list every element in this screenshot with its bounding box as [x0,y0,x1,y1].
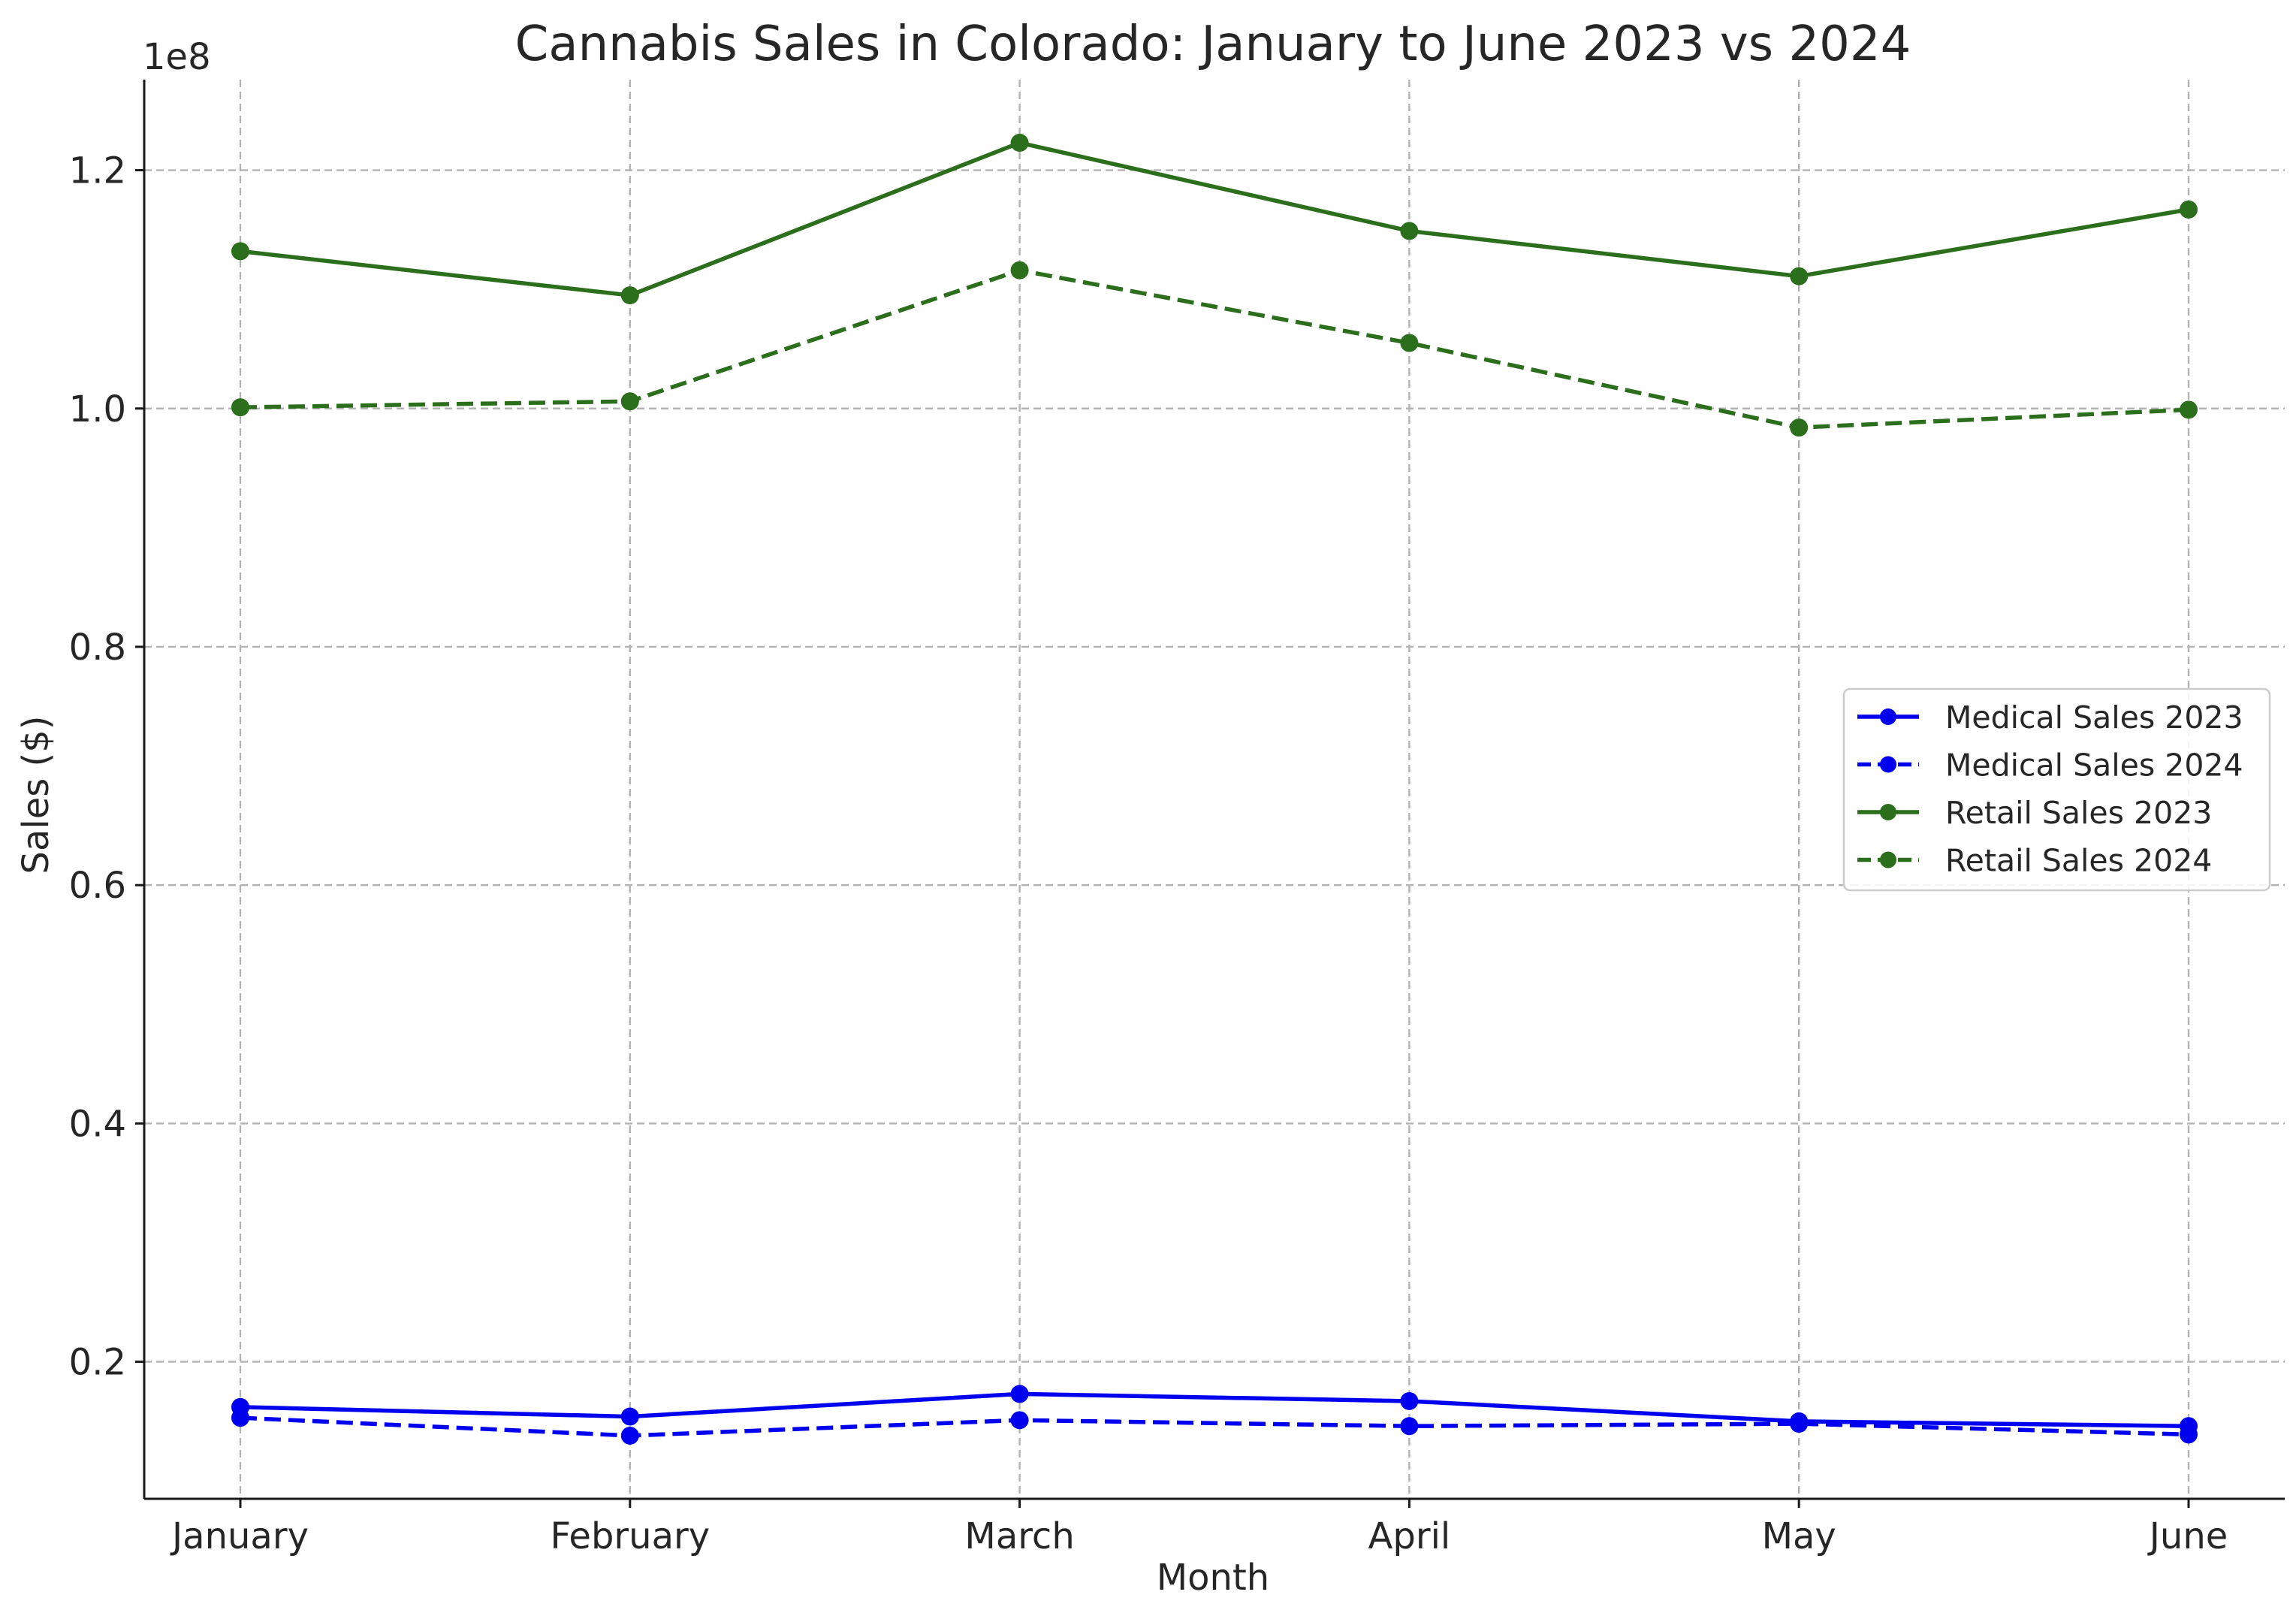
legend-item: Medical Sales 2024 [1857,748,2243,784]
legend-marker [1880,804,1896,820]
legend-label: Medical Sales 2023 [1945,699,2243,736]
data-point [1400,222,1419,240]
data-point [1400,334,1419,352]
legend-item: Retail Sales 2024 [1857,843,2212,879]
data-point [2180,400,2198,419]
data-point [620,286,639,305]
data-point [620,392,639,411]
legend-marker [1880,708,1896,725]
y-tick-label: 0.6 [69,865,126,907]
y-tick-label: 0.2 [69,1342,126,1384]
x-tick-label: February [550,1515,710,1557]
chart-title: Cannabis Sales in Colorado: January to J… [515,17,1911,72]
legend-box [1842,687,2271,892]
series-line [240,140,2189,298]
data-point [1790,1415,1809,1433]
data-point [1400,1417,1419,1436]
y-tick-label: 0.8 [69,627,126,669]
data-point [231,242,249,261]
data-point [1790,267,1809,285]
axes: January February March April May June 0.2 0.4 0.… [69,80,2285,1557]
legend-item: Medical Sales 2023 [1857,699,2243,736]
legend-marker [1880,851,1896,868]
x-tick-label: June [2147,1515,2228,1557]
y-tick-label: 1.2 [69,150,126,192]
legend-label: Medical Sales 2024 [1945,748,2243,784]
data-point [1010,1385,1029,1403]
y-axis-label: Sales ($) [15,715,57,874]
data-point [1010,134,1029,153]
legend-item: Retail Sales 2023 [1857,795,2212,831]
legend-marker [1880,756,1896,773]
data-point [231,1409,249,1427]
y-axis-offset-label: 1e8 [143,36,211,78]
x-axis-label: Month [1157,1557,1269,1599]
data-point [1010,261,1029,279]
legend: Medical Sales 2023 Medical Sales 2024 Reta… [1842,687,2271,892]
series-line [240,1391,2189,1429]
data-point [620,1426,639,1445]
series-3 [231,134,2198,305]
x-tick-label: May [1762,1515,1836,1557]
data-point [1400,1391,1419,1410]
data-point [620,1407,639,1426]
data-point [2180,1425,2198,1444]
series-2 [231,1409,2198,1445]
x-tick-label: March [964,1515,1074,1557]
series-line [240,1415,2189,1438]
x-tick-label: April [1368,1515,1451,1557]
legend-label: Retail Sales 2024 [1945,843,2212,879]
data-point [231,398,249,417]
x-tick-label: January [170,1515,309,1557]
data-point [1010,1411,1029,1430]
legend-label: Retail Sales 2023 [1945,795,2212,831]
series-line [240,268,2189,430]
labels: Cannabis Sales in Colorado: January to J… [15,17,1911,1599]
series-group [231,134,2198,1445]
data-point [1790,418,1809,437]
y-tick-label: 1.0 [69,388,126,430]
data-point [2180,200,2198,219]
y-tick-label: 0.4 [69,1103,126,1145]
series-4 [231,261,2198,437]
